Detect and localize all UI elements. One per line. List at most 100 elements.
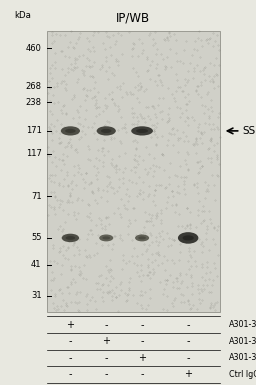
Point (194, 136, 198, 142)
Point (199, 241, 203, 247)
Point (217, 161, 221, 167)
Point (186, 122, 190, 128)
Point (154, 134, 158, 140)
Point (87, 202, 91, 208)
Point (200, 239, 204, 245)
Point (122, 124, 126, 131)
Point (196, 236, 200, 243)
Point (172, 297, 176, 303)
Point (205, 259, 209, 265)
Point (166, 37, 170, 44)
Point (83, 116, 87, 122)
Point (83, 92, 88, 98)
Point (128, 89, 132, 95)
Point (118, 232, 122, 238)
Point (144, 144, 148, 150)
Point (152, 167, 156, 174)
Point (170, 257, 174, 263)
Point (56, 306, 60, 312)
Point (163, 66, 167, 72)
Point (92, 48, 96, 54)
Point (156, 72, 160, 78)
Point (46, 144, 50, 151)
Point (180, 278, 184, 285)
Point (68, 130, 72, 136)
Point (144, 56, 148, 62)
Point (159, 79, 163, 85)
Point (116, 205, 120, 211)
Point (66, 183, 70, 189)
Point (58, 248, 62, 254)
Point (197, 290, 201, 296)
Point (90, 95, 94, 101)
Point (106, 148, 110, 154)
Point (96, 169, 100, 175)
Point (151, 173, 155, 179)
Point (206, 155, 210, 161)
Point (170, 91, 174, 97)
Point (77, 298, 81, 305)
Point (183, 76, 187, 82)
Point (121, 80, 125, 87)
Point (77, 271, 81, 278)
Point (118, 138, 122, 144)
Point (92, 163, 96, 169)
Point (55, 303, 59, 309)
Point (86, 201, 90, 207)
Point (85, 236, 89, 242)
Point (137, 99, 141, 105)
Point (55, 83, 59, 89)
Point (153, 202, 157, 208)
Point (134, 69, 138, 75)
Point (127, 279, 131, 285)
Point (92, 94, 96, 100)
Point (126, 29, 131, 35)
Point (76, 119, 80, 126)
Point (109, 267, 113, 273)
Point (64, 302, 68, 308)
Point (178, 114, 183, 120)
Point (150, 259, 154, 265)
Point (210, 282, 214, 288)
Point (167, 30, 171, 36)
Point (180, 110, 184, 116)
Point (203, 120, 207, 126)
Point (80, 128, 84, 134)
Point (54, 163, 58, 169)
Point (196, 207, 200, 213)
Point (186, 115, 190, 121)
Point (109, 184, 113, 190)
Point (119, 32, 123, 38)
Point (103, 95, 108, 101)
Point (141, 47, 145, 53)
Point (51, 148, 55, 154)
Point (75, 64, 79, 70)
Point (90, 188, 94, 194)
Ellipse shape (66, 236, 75, 240)
Point (171, 279, 175, 285)
Point (84, 276, 88, 282)
Point (167, 235, 171, 241)
Point (103, 275, 108, 281)
Point (58, 201, 62, 207)
Point (58, 130, 62, 136)
Point (101, 107, 105, 114)
Point (95, 232, 100, 238)
Point (204, 236, 208, 242)
Point (73, 263, 77, 269)
Point (146, 67, 151, 73)
Point (149, 214, 153, 221)
Text: A301-307A: A301-307A (229, 337, 256, 346)
Point (167, 117, 171, 124)
Point (114, 188, 119, 194)
Point (103, 223, 107, 229)
Point (110, 287, 114, 293)
Point (168, 46, 173, 52)
Point (194, 224, 198, 230)
Point (206, 40, 210, 46)
Point (200, 163, 204, 169)
Point (71, 44, 75, 50)
Point (132, 41, 136, 47)
Point (135, 193, 139, 199)
Point (165, 277, 169, 283)
